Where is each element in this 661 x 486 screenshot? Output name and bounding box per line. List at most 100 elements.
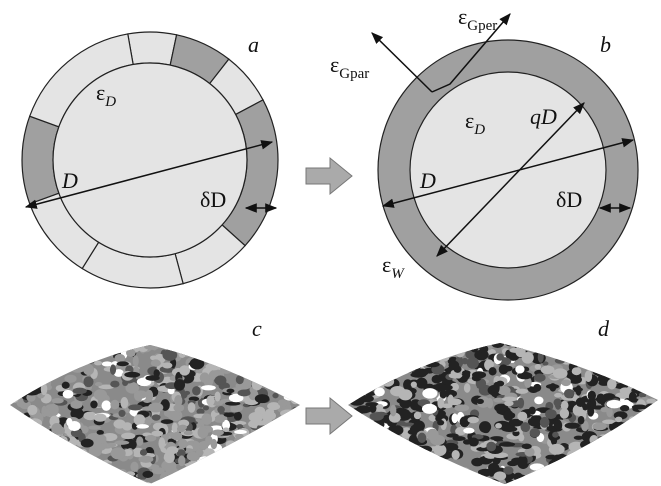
grain [504,366,513,372]
grain [651,346,657,355]
grain [120,397,128,408]
grain [616,353,628,359]
grain [28,366,39,376]
grain [411,381,417,387]
grain [36,431,51,437]
grain [441,466,456,474]
grain [260,344,269,352]
grain [38,360,46,365]
grain [240,366,252,374]
grain [635,437,650,443]
grain [276,477,287,481]
grain [566,346,574,355]
grain [204,463,212,469]
grain [422,455,437,460]
grain [39,342,51,353]
grain [489,367,497,375]
grain [553,342,562,352]
grain [277,353,286,358]
grain [68,340,75,345]
grain [291,469,302,480]
grain [534,374,546,382]
grain [18,373,31,378]
grain [584,346,593,356]
grain [240,350,255,358]
grain [62,452,76,457]
transition-arrow [306,158,352,194]
grain [529,407,536,415]
grain [594,459,606,469]
grain [363,376,376,382]
grain [27,470,36,475]
grain [572,472,585,482]
grain [81,457,92,469]
grain [413,341,427,346]
grain [192,386,201,395]
grain [230,446,240,457]
grain [572,455,587,460]
grain [136,424,149,428]
grain [608,341,616,349]
grain [270,340,278,345]
grain [589,471,596,480]
grain [291,367,297,373]
grain [376,404,383,410]
grain [290,423,301,428]
d-label: D [61,168,78,193]
grain [391,425,403,435]
grain [643,350,651,354]
grain [434,444,447,456]
grain [65,336,71,346]
grain [441,345,457,356]
grain [238,459,250,463]
grain [45,456,51,467]
grain [293,348,303,355]
grain [6,457,17,468]
grain [578,416,585,424]
grain [66,359,81,368]
grain [232,465,238,469]
grain [540,472,550,483]
grain [218,464,230,476]
grain [176,343,182,351]
grain [215,418,225,423]
grain [518,455,528,467]
grain [68,448,82,453]
grain [452,413,458,423]
grain [256,457,272,468]
grain [635,372,649,377]
grain [494,471,506,480]
grain [594,446,607,454]
grain [534,397,543,405]
grain [209,345,223,351]
grain [12,340,23,351]
grain [392,481,401,486]
grain [66,350,76,360]
grain [70,400,82,408]
grain [654,452,661,460]
grain [114,354,125,363]
grain [197,347,208,352]
grain [270,340,285,346]
grain [362,436,373,441]
grain [613,462,623,466]
grain [615,378,624,382]
grain [225,402,240,406]
grain [541,338,556,346]
grain [395,348,411,358]
grain [154,369,160,377]
grain [240,351,252,362]
grain [427,429,439,441]
grain [217,406,225,413]
grain [10,416,17,423]
grain [262,432,275,443]
grain [571,356,580,365]
grain [363,472,371,484]
grain [278,424,289,432]
grain [265,348,274,357]
grain [381,377,394,387]
grain [208,463,215,468]
grain [295,427,302,435]
grain-map [343,334,661,486]
grain [231,456,239,464]
